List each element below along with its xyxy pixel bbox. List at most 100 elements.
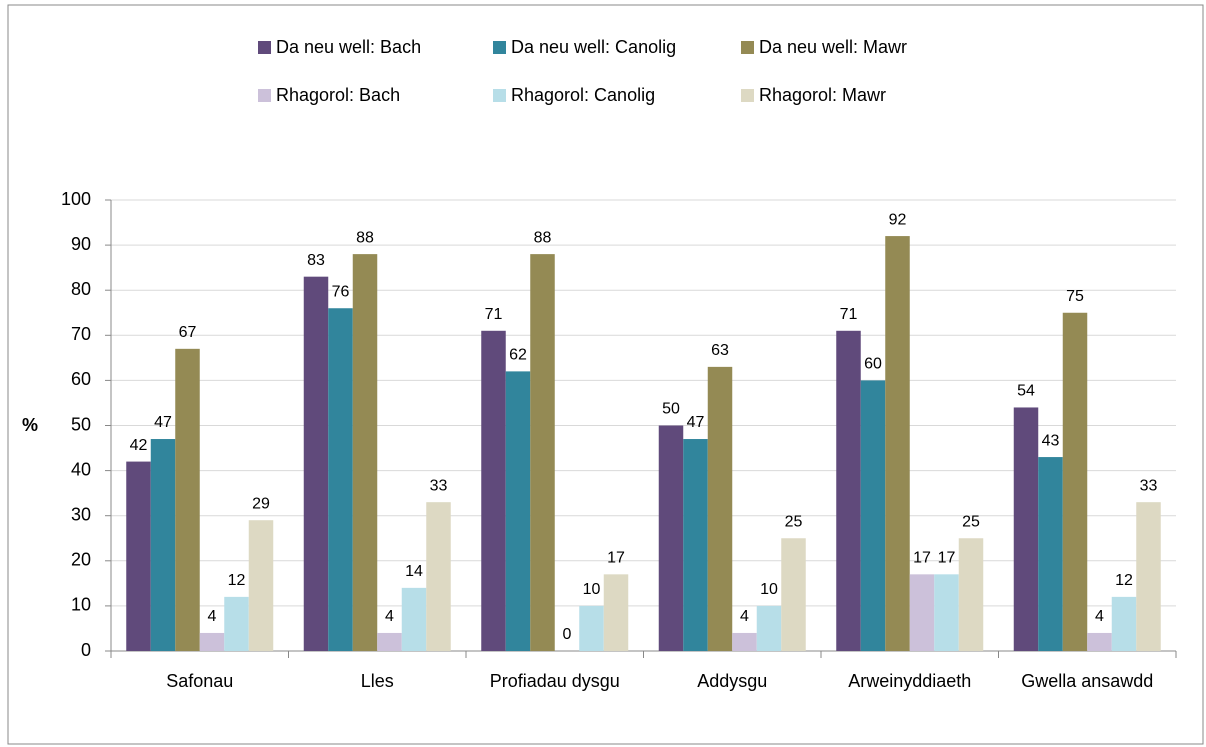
bar xyxy=(603,574,629,651)
bar xyxy=(860,380,886,651)
data-label: 62 xyxy=(509,347,527,364)
legend-swatch xyxy=(258,89,271,102)
x-tick-label: Arweinyddiaeth xyxy=(848,671,971,691)
data-label: 17 xyxy=(913,550,931,567)
bar xyxy=(1111,596,1137,651)
legend-swatch xyxy=(741,41,754,54)
data-label: 83 xyxy=(307,252,325,269)
bar xyxy=(175,348,200,651)
bar xyxy=(658,425,684,651)
bar xyxy=(150,439,176,651)
bar xyxy=(505,371,531,651)
bar xyxy=(224,596,249,651)
legend-swatch xyxy=(741,89,754,102)
y-tick-label: 40 xyxy=(71,459,91,479)
bar xyxy=(1062,312,1088,651)
x-tick-label: Profiadau dysgu xyxy=(490,671,620,691)
y-tick-label: 90 xyxy=(71,234,91,254)
bar xyxy=(732,632,757,651)
bar xyxy=(909,574,935,651)
bar xyxy=(303,276,329,651)
bar xyxy=(707,366,733,651)
y-tick-label: 20 xyxy=(71,550,91,570)
bar xyxy=(352,254,378,651)
data-label: 67 xyxy=(179,324,197,341)
bar xyxy=(1013,407,1039,651)
bar xyxy=(781,538,806,651)
bar xyxy=(885,236,910,651)
bar xyxy=(328,308,353,651)
y-axis-label: % xyxy=(22,415,38,435)
data-label: 60 xyxy=(864,356,882,373)
legend-label: Rhagorol: Mawr xyxy=(759,85,886,105)
x-tick-label: Lles xyxy=(361,671,394,691)
data-label: 25 xyxy=(962,513,980,530)
data-label: 10 xyxy=(583,581,601,598)
y-tick-label: 0 xyxy=(81,640,91,660)
y-tick-label: 100 xyxy=(61,189,91,209)
legend-label: Da neu well: Canolig xyxy=(511,37,676,57)
data-label: 17 xyxy=(607,550,625,567)
legend-label: Rhagorol: Canolig xyxy=(511,85,655,105)
data-label: 25 xyxy=(785,513,803,530)
x-tick-label: Safonau xyxy=(166,671,233,691)
data-label: 92 xyxy=(889,211,907,228)
legend-label: Da neu well: Mawr xyxy=(759,37,907,57)
y-tick-label: 10 xyxy=(71,595,91,615)
data-label: 0 xyxy=(563,626,572,643)
data-label: 14 xyxy=(405,563,423,580)
bar xyxy=(836,330,861,651)
bar xyxy=(683,439,708,651)
data-label: 47 xyxy=(154,414,172,431)
x-tick-label: Addysgu xyxy=(697,671,767,691)
legend-label: Rhagorol: Bach xyxy=(276,85,400,105)
y-tick-label: 50 xyxy=(71,414,91,434)
bar xyxy=(377,632,402,651)
data-label: 4 xyxy=(1095,608,1104,625)
data-label: 17 xyxy=(938,550,956,567)
data-label: 71 xyxy=(485,306,503,323)
data-label: 42 xyxy=(130,437,148,454)
y-tick-label: 70 xyxy=(71,324,91,344)
data-label: 75 xyxy=(1066,288,1084,305)
bar xyxy=(756,605,782,651)
bar xyxy=(579,605,604,651)
bar xyxy=(481,330,506,651)
bar xyxy=(426,502,451,651)
bar xyxy=(958,538,984,651)
data-label: 33 xyxy=(1140,477,1158,494)
x-tick-label: Gwella ansawdd xyxy=(1021,671,1153,691)
bar xyxy=(530,254,555,651)
legend-swatch xyxy=(493,89,506,102)
legend-swatch xyxy=(258,41,271,54)
bar xyxy=(1038,457,1063,651)
data-label: 4 xyxy=(385,608,394,625)
data-label: 33 xyxy=(430,477,448,494)
data-label: 88 xyxy=(356,229,374,246)
data-label: 50 xyxy=(662,401,680,418)
data-label: 43 xyxy=(1042,432,1060,449)
data-label: 47 xyxy=(687,414,705,431)
bar xyxy=(1136,502,1161,651)
data-label: 76 xyxy=(332,283,350,300)
bar xyxy=(126,461,151,651)
y-tick-label: 80 xyxy=(71,279,91,299)
data-label: 63 xyxy=(711,342,729,359)
data-label: 71 xyxy=(840,306,858,323)
data-label: 4 xyxy=(740,608,749,625)
bar xyxy=(248,520,274,651)
y-tick-label: 60 xyxy=(71,369,91,389)
data-label: 4 xyxy=(208,608,217,625)
data-label: 12 xyxy=(1115,572,1133,589)
data-label: 54 xyxy=(1017,383,1035,400)
bar xyxy=(401,587,427,651)
legend-label: Da neu well: Bach xyxy=(276,37,421,57)
data-label: 12 xyxy=(228,572,246,589)
legend-swatch xyxy=(493,41,506,54)
bar xyxy=(934,574,959,651)
data-label: 29 xyxy=(252,495,270,512)
y-tick-label: 30 xyxy=(71,504,91,524)
bar xyxy=(199,632,225,651)
